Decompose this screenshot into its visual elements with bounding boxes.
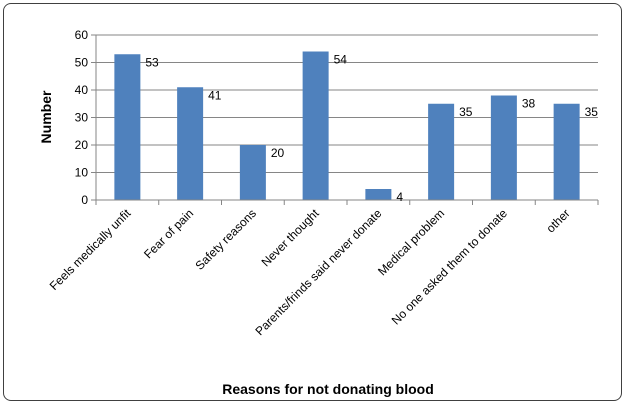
data-label: 20 xyxy=(271,146,285,160)
data-label: 35 xyxy=(459,105,473,119)
gridlines xyxy=(96,34,598,201)
x-tick-label: other xyxy=(544,206,573,235)
x-tick-label: Medical problem xyxy=(375,206,447,278)
bar xyxy=(428,103,455,200)
bar xyxy=(490,95,517,200)
bar xyxy=(239,145,266,200)
bars xyxy=(114,51,580,200)
x-tick-label: Safety reasons xyxy=(192,206,259,273)
bar xyxy=(365,189,392,200)
x-tick-label: Parents/frinds said never donate xyxy=(252,206,384,338)
x-tick-label: No one asked them to donate xyxy=(389,206,510,327)
bar xyxy=(553,103,580,200)
bar xyxy=(114,54,141,200)
x-tick-label: Fear of pain xyxy=(141,206,196,261)
y-tick-label: 40 xyxy=(75,83,89,97)
x-tick-label: Never thought xyxy=(259,206,323,270)
y-tick-label: 30 xyxy=(75,111,89,125)
y-tick-label: 50 xyxy=(75,56,89,70)
y-tick-label: 20 xyxy=(75,138,89,152)
y-axis-title: Number xyxy=(38,90,54,143)
y-tick-label: 10 xyxy=(75,166,89,180)
bar xyxy=(177,87,204,200)
x-tick-label: Feels medically unfit xyxy=(47,206,134,293)
bar xyxy=(302,51,329,200)
x-axis-title: Reasons for not donating blood xyxy=(222,381,434,397)
data-label: 4 xyxy=(396,190,403,204)
data-label: 41 xyxy=(208,88,222,102)
data-label: 35 xyxy=(585,105,599,119)
axes xyxy=(91,34,599,205)
data-label: 53 xyxy=(145,55,159,69)
data-label: 54 xyxy=(334,53,348,67)
data-label: 38 xyxy=(522,97,536,111)
y-tick-label: 0 xyxy=(81,193,88,207)
y-tick-label: 60 xyxy=(75,28,89,42)
